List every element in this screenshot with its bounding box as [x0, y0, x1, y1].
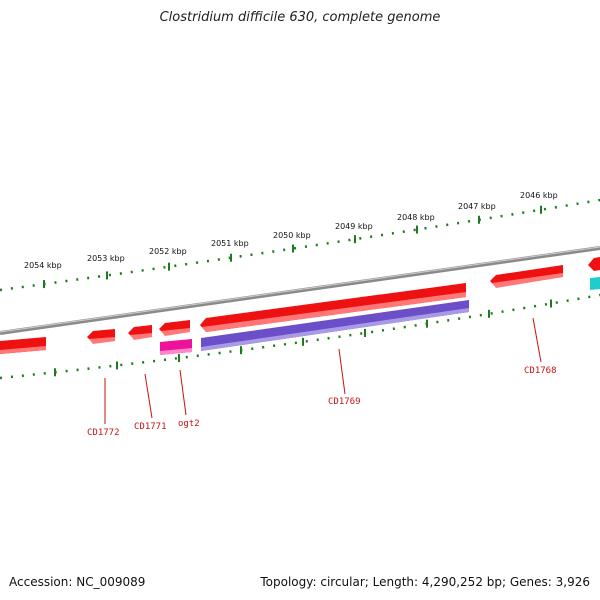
outer-major-ticks: [43, 205, 542, 289]
genome-backbone: [0, 246, 600, 335]
tick-label: 2046 kbp: [520, 191, 558, 200]
gene-label[interactable]: CD1772: [87, 428, 120, 438]
tick-label: 2053 kbp: [87, 254, 125, 263]
map-title: Clostridium difficile 630, complete geno…: [159, 10, 441, 25]
gene-label[interactable]: CD1771: [134, 422, 167, 432]
tick-label: 2048 kbp: [397, 213, 435, 222]
gene-labels: CD1772 CD1771 ogt2 CD1769 CD1768: [87, 366, 557, 438]
trna-feature-shade: [160, 348, 192, 355]
tick-label: 2051 kbp: [211, 239, 249, 248]
reverse-features: [160, 277, 600, 355]
gene-feature-shade: [0, 346, 46, 354]
gene-label[interactable]: CD1769: [328, 397, 361, 407]
tick-label: 2049 kbp: [335, 222, 373, 231]
gene-feature-shade: [202, 292, 466, 332]
tick-label: 2047 kbp: [458, 202, 496, 211]
misc-feature[interactable]: [590, 277, 600, 290]
gene-feature-shade: [161, 328, 190, 336]
gene-feature-shade: [89, 337, 115, 344]
gene-feature-shade: [492, 273, 563, 288]
genome-summary-text: Topology: circular; Length: 4,290,252 bp…: [260, 575, 590, 589]
forward-features: [0, 257, 600, 354]
gene-label[interactable]: CD1768: [524, 366, 557, 376]
other-feature-shade: [201, 308, 469, 351]
gene-feature[interactable]: [588, 257, 600, 271]
tick-label: 2050 kbp: [273, 231, 311, 240]
inner-major-ticks: [54, 299, 552, 377]
scale-labels: 2054 kbp 2053 kbp 2052 kbp 2051 kbp 2050…: [24, 191, 558, 270]
tick-label: 2052 kbp: [149, 247, 187, 256]
gene-feature-shade: [130, 333, 152, 340]
label-leaders: [104, 317, 542, 424]
backbone-highlight: [0, 246, 600, 333]
gene-label[interactable]: ogt2: [178, 419, 200, 429]
accession-text: Accession: NC_009089: [9, 575, 146, 589]
tick-label: 2054 kbp: [24, 261, 62, 270]
